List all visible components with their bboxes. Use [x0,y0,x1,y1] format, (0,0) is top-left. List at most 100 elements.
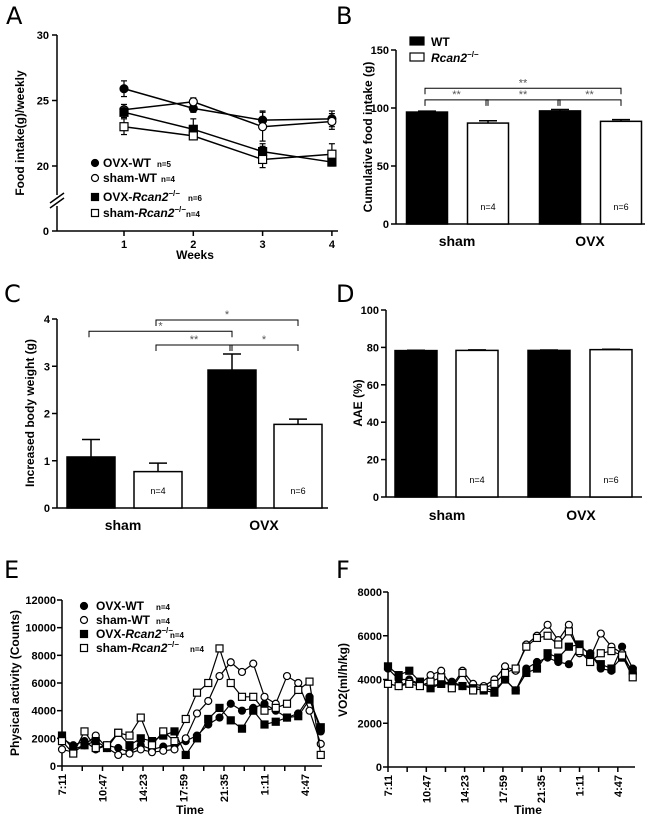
d-y-tick-label: 100 [361,305,379,317]
a-series-line [123,87,332,121]
c-y-tick-label: 0 [44,503,50,515]
f-series-line [387,623,634,688]
f-data-point [469,686,478,695]
e-data-point [316,723,325,732]
b-y-axis-title: Cumulative food intake (g) [361,62,375,213]
e-data-point [80,727,89,736]
b-legend-swatch [409,36,425,46]
f-x-tick-label: 17:59 [498,775,510,803]
b-bar-n-label: n=5 [552,202,567,212]
e-legend-label: sham-WT [96,613,151,627]
f-data-point [394,671,403,680]
e-data-point [192,688,202,697]
b-category-label: OVX [575,233,605,249]
f-data-point [437,666,446,675]
e-legend-marker [79,629,89,639]
a-legend-marker [90,158,100,168]
c-y-tick-label: 3 [44,361,50,373]
a-y-axis-title: Food intake(g)/weekly [13,70,27,196]
f-data-point [543,649,552,658]
e-data-point [91,743,100,753]
a-data-point [327,116,337,127]
c-y-tick-label: 4 [44,314,51,326]
a-data-point [327,149,337,159]
e-y-tick-label: 4000 [32,706,56,718]
b-y-tick-label: 150 [371,45,389,57]
e-data-point [125,741,134,750]
c-bar-n-label: n=4 [83,486,98,496]
panel-letter-c: C [4,280,21,308]
a-legend-label: OVX-WT [103,156,152,170]
f-data-point [458,681,467,691]
b-significance-bracket [424,87,622,95]
a-legend-n: n=4 [161,175,176,184]
a-data-point [258,154,268,165]
f-data-point [543,631,552,640]
a-x-tick-label: 4 [329,239,336,251]
b-significance-bracket [424,99,489,106]
e-data-point [57,745,67,754]
e-data-point [294,712,303,721]
f-data-point [479,684,488,693]
e-data-point [237,706,247,715]
e-data-point [282,671,292,681]
a-data-point [188,131,198,141]
f-x-tick-label: 21:35 [536,775,548,803]
f-y-axis-title: VO2(ml/h/kg) [336,643,350,717]
f-data-point [511,686,520,695]
b-y-tick-label: 0 [383,219,389,231]
e-legend-marker [79,615,89,625]
f-data-point [426,671,435,680]
e-y-tick-label: 8000 [32,650,56,662]
f-data-point [405,679,414,688]
f-data-point [596,660,605,669]
b-bar [538,110,582,225]
c-bar-n-label: n=5 [224,486,239,496]
a-legend-label: sham-WT [103,171,158,185]
f-data-point [415,681,425,691]
e-data-point [114,750,123,760]
c-significance-bracket [155,319,299,326]
panel-letter-d: D [336,280,354,308]
e-x-tick-label: 1:11 [260,774,272,795]
f-data-point [426,684,435,693]
e-data-point [204,696,213,706]
b-bar [599,120,643,225]
f-data-point [564,660,573,669]
e-data-point [249,706,258,715]
e-data-point [226,658,235,667]
a-x-tick-label: 1 [121,239,127,251]
b-bar [466,122,510,225]
panel-letter-f: F [336,556,350,584]
d-bar [394,349,438,498]
f-x-axis-title: Time [514,803,542,817]
e-data-point [114,743,123,753]
f-data-point [458,668,467,678]
f-data-point [596,649,605,658]
f-x-tick-label: 4:47 [613,775,625,797]
e-y-axis-title: Physical activity (Counts) [8,610,22,756]
e-legend-n: n=4 [190,645,205,654]
panel-letter-a: A [6,2,23,30]
e-legend-n: n=4 [170,631,185,640]
d-y-axis-title: AAE (%) [351,379,365,426]
b-bar [405,111,449,225]
d-bar-n-label: n=6 [603,475,618,485]
e-data-point [215,644,224,653]
c-bar [273,423,323,509]
f-data-point [564,642,573,651]
d-y-tick-label: 20 [367,455,379,467]
e-x-tick-label: 14:23 [138,774,150,802]
a-legend-n: n=6 [188,194,203,203]
e-data-point [260,706,269,715]
c-bar [66,456,116,509]
f-y-tick-label: 6000 [358,631,382,643]
e-legend-label: OVX-Rcan2−/− [96,626,173,641]
f-data-point [500,662,510,671]
f-x-tick-label: 10:47 [421,775,433,803]
e-data-point [305,677,314,686]
e-data-point [226,716,235,725]
f-y-tick-label: 8000 [358,587,382,599]
a-data-point [258,122,268,132]
f-data-point [405,666,414,675]
